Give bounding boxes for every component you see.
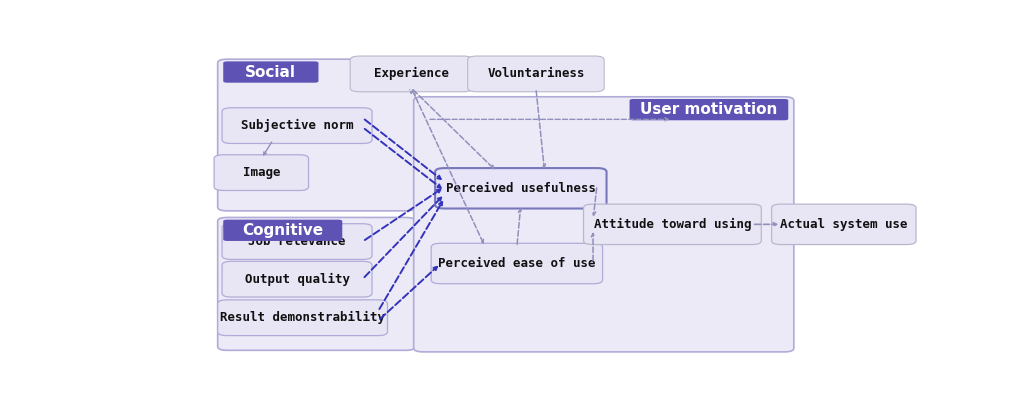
Text: Output quality: Output quality — [245, 273, 349, 286]
FancyBboxPatch shape — [214, 155, 308, 190]
FancyBboxPatch shape — [350, 56, 472, 92]
FancyBboxPatch shape — [218, 300, 387, 336]
FancyBboxPatch shape — [218, 217, 416, 350]
FancyBboxPatch shape — [772, 204, 916, 245]
Text: Attitude toward using: Attitude toward using — [594, 218, 752, 231]
FancyBboxPatch shape — [414, 97, 794, 352]
FancyBboxPatch shape — [223, 61, 318, 83]
Text: Job relevance: Job relevance — [248, 235, 346, 248]
Text: Subjective norm: Subjective norm — [241, 119, 353, 132]
FancyBboxPatch shape — [584, 204, 761, 245]
FancyBboxPatch shape — [468, 56, 604, 92]
Text: Image: Image — [243, 166, 281, 179]
FancyBboxPatch shape — [630, 99, 788, 120]
FancyBboxPatch shape — [223, 220, 342, 241]
FancyBboxPatch shape — [222, 261, 372, 297]
FancyBboxPatch shape — [222, 224, 372, 259]
Text: Result demonstrability: Result demonstrability — [220, 311, 385, 324]
Text: Voluntariness: Voluntariness — [487, 68, 585, 81]
Text: Social: Social — [246, 65, 296, 79]
Text: User motivation: User motivation — [640, 102, 777, 117]
Text: Cognitive: Cognitive — [243, 223, 324, 238]
Text: Perceived ease of use: Perceived ease of use — [438, 257, 596, 270]
FancyBboxPatch shape — [218, 59, 416, 211]
FancyBboxPatch shape — [431, 243, 602, 284]
FancyBboxPatch shape — [222, 108, 372, 144]
FancyBboxPatch shape — [435, 168, 606, 208]
Text: Actual system use: Actual system use — [780, 218, 907, 231]
Text: Perceived usefulness: Perceived usefulness — [445, 182, 596, 195]
Text: Experience: Experience — [374, 68, 449, 81]
